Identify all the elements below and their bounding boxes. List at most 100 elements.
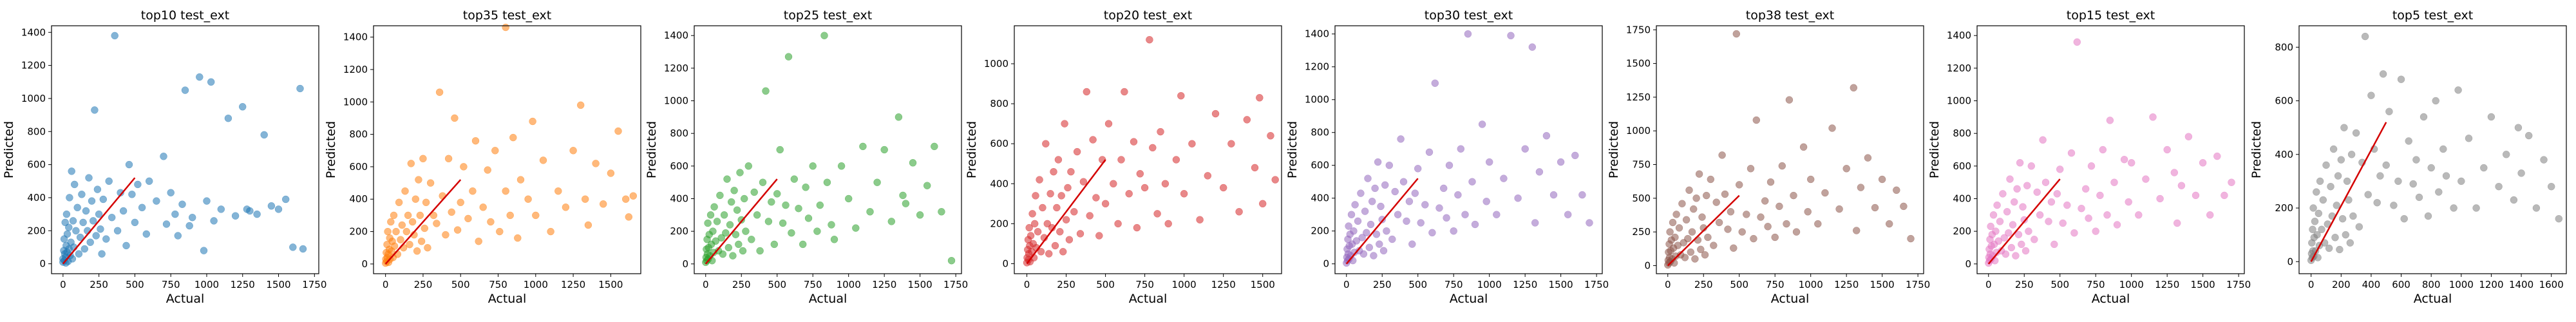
x-tick-label: 1000 bbox=[524, 279, 548, 290]
y-tick-label: 1200 bbox=[1947, 62, 1971, 74]
data-point bbox=[1757, 213, 1765, 221]
data-point bbox=[716, 191, 724, 200]
x-tick-label: 1200 bbox=[2479, 279, 2503, 290]
data-point bbox=[419, 155, 427, 163]
fit-line bbox=[705, 178, 778, 265]
data-point bbox=[813, 227, 821, 235]
data-point bbox=[576, 101, 585, 109]
data-point bbox=[931, 142, 938, 151]
x-tick-label: 1500 bbox=[1870, 279, 1895, 290]
y-tick-label: 200 bbox=[2275, 202, 2293, 214]
data-point bbox=[1993, 201, 2001, 209]
data-point bbox=[2331, 234, 2339, 242]
data-point bbox=[2184, 133, 2193, 140]
data-point bbox=[267, 202, 276, 210]
x-tick-label: 1750 bbox=[943, 279, 968, 290]
data-point bbox=[167, 189, 175, 196]
y-tick-label: 500 bbox=[1632, 193, 1651, 204]
y-tick-label: 1400 bbox=[1305, 28, 1329, 40]
y-tick-label: 400 bbox=[27, 192, 46, 204]
data-point bbox=[1121, 88, 1128, 96]
data-point bbox=[1697, 245, 1705, 254]
data-point bbox=[1114, 220, 1122, 228]
data-point bbox=[430, 211, 438, 220]
data-point bbox=[1227, 140, 1235, 147]
x-tick-label: 800 bbox=[2422, 279, 2441, 290]
y-tick-label: 400 bbox=[990, 178, 1009, 189]
data-point bbox=[145, 177, 153, 185]
data-point bbox=[108, 213, 116, 222]
data-point bbox=[1062, 216, 1070, 223]
data-point bbox=[2092, 227, 2099, 235]
data-point bbox=[1037, 248, 1045, 256]
x-tick-label: 500 bbox=[126, 279, 144, 290]
x-tick-label: 750 bbox=[489, 279, 507, 290]
data-point bbox=[1691, 255, 1699, 263]
data-point bbox=[1070, 208, 1078, 216]
data-point bbox=[1685, 186, 1693, 194]
x-tick-label: 0 bbox=[383, 279, 389, 290]
data-point bbox=[2103, 211, 2111, 219]
data-point bbox=[779, 219, 787, 227]
x-tick-label: 1500 bbox=[2191, 279, 2215, 290]
data-point bbox=[73, 204, 81, 212]
data-point bbox=[171, 210, 179, 218]
data-point bbox=[581, 195, 589, 203]
data-point bbox=[433, 220, 440, 227]
data-point bbox=[1104, 120, 1113, 128]
data-point bbox=[1835, 205, 1843, 213]
scatter-series bbox=[1985, 38, 2235, 267]
data-point bbox=[1365, 243, 1374, 251]
x-tick-label: 500 bbox=[1408, 279, 1427, 290]
x-tick-label: 0 bbox=[60, 279, 66, 290]
data-point bbox=[2313, 188, 2320, 196]
data-point bbox=[795, 204, 802, 213]
y-tick-label: 800 bbox=[670, 128, 688, 139]
data-point bbox=[820, 32, 828, 39]
data-point bbox=[2113, 221, 2121, 229]
y-axis-label: Predicted bbox=[1927, 121, 1942, 178]
data-point bbox=[2007, 243, 2016, 252]
data-point bbox=[733, 206, 741, 214]
panel-title: top15 test_ext bbox=[2067, 8, 2155, 23]
y-tick-label: 1000 bbox=[343, 96, 368, 108]
data-point bbox=[509, 133, 517, 142]
data-point bbox=[2039, 136, 2047, 144]
data-point bbox=[1411, 189, 1419, 197]
x-tick-label: 250 bbox=[2015, 279, 2034, 290]
x-tick-label: 1250 bbox=[1513, 279, 1537, 290]
data-point bbox=[1219, 184, 1227, 192]
data-point bbox=[188, 213, 196, 222]
data-point bbox=[584, 221, 592, 229]
x-tick-label: 250 bbox=[1057, 279, 1075, 290]
data-point bbox=[1799, 143, 1808, 151]
data-point bbox=[406, 240, 413, 249]
x-tick-label: 1500 bbox=[1549, 279, 1573, 290]
data-point bbox=[923, 182, 931, 189]
data-point bbox=[1457, 145, 1465, 153]
x-tick-label: 1250 bbox=[231, 279, 255, 290]
data-point bbox=[1351, 201, 1359, 209]
data-point bbox=[2355, 223, 2363, 231]
data-point bbox=[200, 247, 208, 254]
data-point bbox=[1461, 211, 1469, 218]
x-tick-label: 1500 bbox=[1251, 279, 1275, 290]
data-point bbox=[837, 162, 846, 170]
data-point bbox=[1204, 172, 1212, 180]
scatter-series bbox=[702, 32, 956, 267]
data-point bbox=[621, 195, 630, 203]
data-point bbox=[1177, 91, 1185, 100]
x-tick-label: 750 bbox=[1766, 279, 1785, 290]
x-tick-label: 500 bbox=[451, 279, 470, 290]
data-point bbox=[2047, 198, 2056, 206]
data-point bbox=[98, 250, 106, 258]
scatter-series bbox=[1023, 35, 1279, 267]
data-point bbox=[2315, 209, 2323, 218]
data-point bbox=[753, 211, 761, 219]
data-point bbox=[2382, 161, 2390, 169]
data-point bbox=[816, 201, 824, 209]
data-point bbox=[739, 247, 747, 255]
y-tick-label: 1000 bbox=[21, 93, 46, 104]
data-point bbox=[2442, 172, 2450, 180]
data-point bbox=[76, 233, 84, 242]
